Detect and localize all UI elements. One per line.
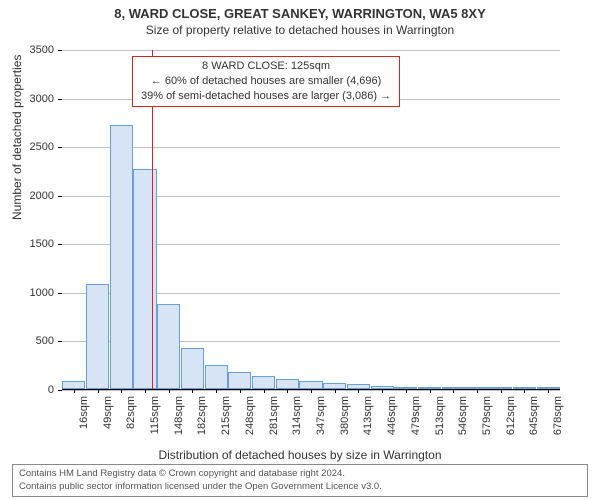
x-tick-label: 148sqm xyxy=(173,396,185,435)
x-tick-label: 314sqm xyxy=(291,396,303,435)
y-tick-label: 3000 xyxy=(30,93,54,105)
y-tick-label: 1500 xyxy=(30,238,54,250)
x-tick-label: 380sqm xyxy=(339,396,351,435)
gridline xyxy=(62,147,560,148)
chart-container: 8, WARD CLOSE, GREAT SANKEY, WARRINGTON,… xyxy=(0,0,600,500)
x-tick-label: 49sqm xyxy=(102,396,114,429)
callout-box: 8 WARD CLOSE: 125sqm← 60% of detached ho… xyxy=(132,56,400,107)
x-axis-ticks: 16sqm 49sqm 82sqm 115sqm 148sqm 182sqm 215sqm 2… xyxy=(62,392,560,446)
y-tick-label: 1000 xyxy=(30,287,54,299)
histogram-bar xyxy=(205,365,228,389)
callout-line: ← 60% of detached houses are smaller (4,… xyxy=(141,74,391,89)
x-tick-label: 82sqm xyxy=(125,396,137,429)
x-tick-label: 579sqm xyxy=(481,396,493,435)
histogram-bar xyxy=(62,381,85,389)
x-tick-label: 281sqm xyxy=(268,396,280,435)
x-tick-label: 645sqm xyxy=(528,396,540,435)
histogram-bar xyxy=(299,381,322,389)
y-tick-label: 2000 xyxy=(30,190,54,202)
x-tick-label: 446sqm xyxy=(386,396,398,435)
footer-line-1: Contains HM Land Registry data © Crown c… xyxy=(19,468,581,480)
x-tick-label: 612sqm xyxy=(505,396,517,435)
x-tick-label: 248sqm xyxy=(244,396,256,435)
attribution-footer: Contains HM Land Registry data © Crown c… xyxy=(12,464,588,497)
x-tick-label: 16sqm xyxy=(78,396,90,429)
histogram-bar xyxy=(86,284,109,389)
histogram-bar xyxy=(276,379,299,389)
histogram-bar xyxy=(157,304,180,389)
histogram-bar xyxy=(110,125,133,389)
x-tick-label: 215sqm xyxy=(220,396,232,435)
x-tick-label: 513sqm xyxy=(434,396,446,435)
x-tick-label: 479sqm xyxy=(410,396,422,435)
plot-area: 8 WARD CLOSE: 125sqm← 60% of detached ho… xyxy=(62,50,560,390)
histogram-bar xyxy=(252,376,275,389)
y-tick-label: 0 xyxy=(48,384,54,396)
callout-line: 39% of semi-detached houses are larger (… xyxy=(141,89,391,104)
x-tick-label: 413sqm xyxy=(362,396,374,435)
y-tick-label: 500 xyxy=(36,335,54,347)
title-main: 8, WARD CLOSE, GREAT SANKEY, WARRINGTON,… xyxy=(0,6,600,21)
histogram-bar xyxy=(228,372,251,389)
x-tick-label: 182sqm xyxy=(196,396,208,435)
y-axis-ticks: 0500100015002000250030003500 xyxy=(0,50,58,390)
callout-line: 8 WARD CLOSE: 125sqm xyxy=(141,59,391,74)
x-tick-label: 546sqm xyxy=(457,396,469,435)
y-tick-label: 3500 xyxy=(30,44,54,56)
y-tick-label: 2500 xyxy=(30,141,54,153)
gridline xyxy=(62,50,560,51)
title-block: 8, WARD CLOSE, GREAT SANKEY, WARRINGTON,… xyxy=(0,6,600,37)
x-tick-label: 678sqm xyxy=(552,396,564,435)
x-tick-label: 347sqm xyxy=(315,396,327,435)
x-axis-label: Distribution of detached houses by size … xyxy=(0,448,600,462)
x-tick-label: 115sqm xyxy=(149,396,161,434)
title-sub: Size of property relative to detached ho… xyxy=(0,23,600,37)
footer-line-2: Contains public sector information licen… xyxy=(19,481,581,493)
histogram-bar xyxy=(181,348,204,389)
